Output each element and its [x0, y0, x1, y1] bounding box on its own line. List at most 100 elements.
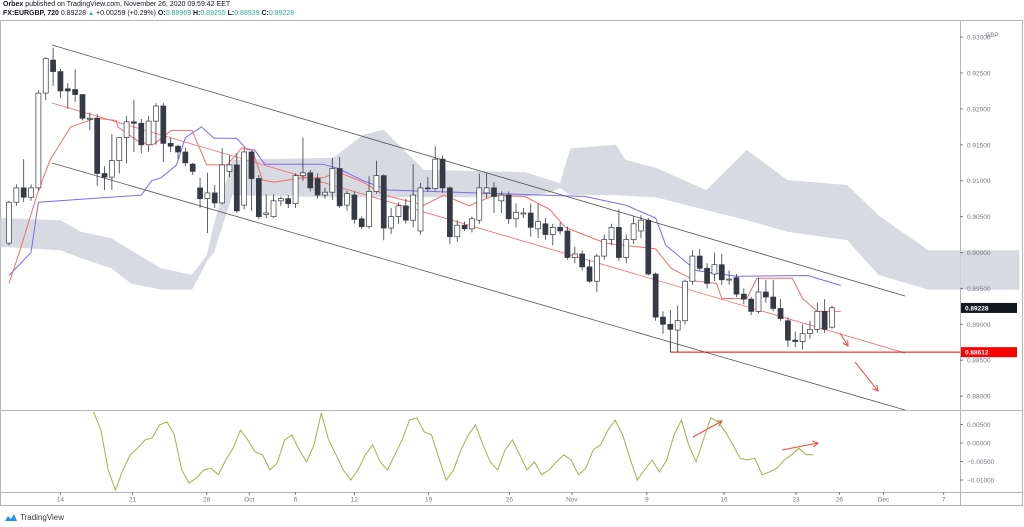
candle [799, 324, 806, 350]
osc-tick-label: −0.00500 [967, 459, 995, 466]
author-name[interactable]: Orbex [3, 1, 24, 8]
candle [278, 196, 284, 206]
candle [645, 218, 652, 276]
time-tick-label: Oct [244, 497, 254, 504]
candle-body [292, 175, 299, 205]
candle [336, 157, 343, 208]
candle-body [549, 227, 556, 235]
candle-body [123, 121, 130, 138]
candle [498, 191, 505, 214]
candle-body [520, 212, 527, 215]
candle [630, 216, 637, 244]
candle [601, 234, 608, 260]
candle [623, 234, 630, 264]
price-tick-label: 0.88000 [967, 394, 991, 401]
time-axis[interactable]: 14 21 28 Oct 6 12 19 26 Nov 9 16 23 26 Dec 7 [57, 492, 946, 504]
candle [42, 57, 49, 101]
tradingview-logo[interactable]: TradingView [4, 513, 64, 522]
osc-arrow-right-head-icon [812, 440, 820, 448]
candle [285, 195, 292, 208]
candle-body [645, 219, 652, 275]
candle [20, 159, 27, 203]
candle [564, 226, 571, 260]
candle-body [329, 168, 336, 193]
candle [660, 311, 666, 334]
candle [608, 223, 615, 246]
candle-body [211, 192, 218, 204]
candle [116, 137, 123, 174]
time-tick-label: 26 [836, 497, 844, 504]
open-label: O: [157, 10, 166, 17]
last-price-badge-bg [961, 302, 1017, 313]
candle [94, 113, 101, 186]
candle-body [57, 71, 64, 92]
candle [131, 99, 137, 152]
up-triangle-icon: ▲ [88, 11, 95, 17]
candle-body [594, 255, 600, 282]
time-tick-label: 28 [203, 497, 211, 504]
level-price-badge-bg [961, 347, 1017, 358]
candle-body [447, 187, 453, 238]
osc-arrow-right [781, 442, 819, 451]
candle [549, 223, 556, 246]
candle-body [755, 291, 762, 312]
candle [469, 216, 475, 233]
candle-body [101, 173, 108, 178]
tenkan-line [8, 117, 841, 312]
candle [667, 309, 674, 353]
candle [344, 190, 350, 211]
candle [255, 174, 262, 220]
time-tick-label: 26 [506, 497, 514, 504]
candle-body [233, 164, 240, 212]
candle [520, 207, 527, 219]
low-label: L: [227, 10, 235, 17]
candle-body [204, 192, 211, 200]
candle-body [454, 224, 461, 238]
candle-body [263, 212, 270, 215]
candle-body [307, 172, 314, 189]
candle [557, 222, 563, 235]
candle [402, 198, 409, 224]
candle [491, 182, 497, 214]
candle [513, 203, 519, 228]
price-axis[interactable]: GBP 0.93000 0.92500 0.92000 0.91500 0.91000 0… [960, 33, 1017, 485]
candle-body [358, 218, 365, 228]
time-tick-label: 21 [129, 497, 137, 504]
candle-body [432, 158, 439, 189]
candle [696, 248, 703, 271]
candle-body [366, 191, 372, 228]
brand-name: TradingView [20, 513, 65, 522]
candle-body [86, 117, 93, 120]
candle [50, 47, 56, 86]
candle [542, 218, 549, 240]
candle [711, 252, 718, 282]
candle-body [748, 298, 755, 312]
candle [307, 169, 314, 192]
candle-body [50, 59, 56, 72]
candle-body [461, 224, 468, 230]
ichimoku-cloud [0, 129, 1020, 290]
candle [763, 279, 769, 303]
candle [189, 162, 196, 175]
candle [674, 305, 681, 353]
trend-drawings[interactable] [51, 44, 960, 451]
candle [424, 177, 431, 192]
time-tick-label: 6 [294, 497, 298, 504]
candle [175, 144, 181, 160]
time-tick-label: 16 [720, 497, 728, 504]
time-tick-label: 23 [792, 497, 800, 504]
time-tick-label: 7 [942, 497, 946, 504]
candle [72, 69, 78, 102]
candle-body [696, 255, 703, 269]
candle [388, 207, 394, 234]
time-tick-label: 9 [645, 497, 649, 504]
candle [109, 134, 115, 191]
candle [785, 317, 791, 348]
candle-body [476, 187, 483, 221]
high-value: 0.89255 [200, 10, 226, 17]
candle-body [197, 187, 203, 200]
candle-body [153, 105, 159, 122]
candle-body [278, 198, 284, 202]
candle-body [660, 316, 666, 325]
